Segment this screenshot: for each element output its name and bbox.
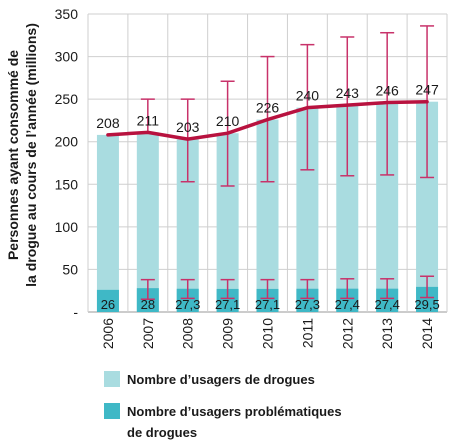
bar-problematic	[96, 289, 119, 312]
x-tick-label: 2009	[220, 318, 236, 349]
data-label-total: 246	[375, 83, 399, 99]
bar-total	[376, 102, 399, 312]
data-label-total: 247	[415, 82, 439, 98]
labels-prob: 26 28 27,3 27,1 27,1 27,3 27,4 27,4 29,5	[101, 297, 440, 312]
y-tick-label: 350	[55, 6, 79, 22]
y-ticks: - 50 100 150 200 250 300 350	[55, 6, 79, 320]
legend: Nombre d’usagers de drogues Nombre d’usag…	[104, 371, 342, 440]
bars-prob	[96, 286, 439, 312]
data-label-problematic: 27,1	[255, 297, 280, 312]
bar-problematic	[136, 288, 159, 312]
y-tick-label: 300	[55, 49, 79, 65]
bar-total	[336, 105, 359, 312]
legend-swatch	[104, 371, 120, 387]
bar-total	[256, 119, 279, 312]
y-axis-label-line: Personnes ayant consommé de	[5, 50, 21, 260]
data-label-total: 226	[256, 100, 280, 116]
data-label-problematic: 27,4	[335, 297, 360, 312]
errors-prob	[140, 275, 435, 300]
x-tick-label: 2007	[140, 318, 156, 349]
data-label-total: 210	[216, 113, 240, 129]
y-axis-label-line: la drogue au cours de l’année (millions)	[23, 23, 39, 287]
x-tick-label: 2013	[379, 318, 395, 349]
x-tick-label: 2010	[260, 318, 276, 349]
x-tick-label: 2014	[419, 318, 435, 349]
bar-total	[96, 134, 119, 312]
y-tick-label: 100	[55, 219, 79, 235]
bar-problematic	[336, 288, 359, 312]
legend-swatch	[104, 403, 120, 419]
bar-total	[216, 133, 239, 312]
bar-problematic	[256, 288, 279, 312]
labels-total: 208 211 203 210 226 240 243 246 247	[96, 82, 439, 135]
data-label-total: 211	[137, 112, 160, 128]
bar-total	[416, 101, 439, 312]
trend-line-path	[106, 99, 429, 141]
bar-problematic	[376, 288, 399, 312]
data-label-problematic: 28	[141, 297, 155, 312]
data-label-total: 240	[296, 88, 320, 104]
data-label-problematic: 27,3	[295, 297, 320, 312]
bar-total	[296, 107, 319, 313]
bar-problematic	[216, 288, 239, 312]
trend-line	[106, 99, 429, 141]
x-tick-label: 2011	[299, 318, 315, 348]
bar-total	[136, 132, 159, 312]
legend-label: Nombre d’usagers problématiques	[127, 404, 342, 419]
data-label-problematic: 26	[101, 297, 115, 312]
legend-label: de drogues	[127, 425, 197, 440]
y-tick-label: 150	[55, 176, 79, 192]
bar-problematic	[176, 288, 199, 312]
data-label-problematic: 27,3	[175, 297, 200, 312]
x-tick-label: 2012	[339, 318, 355, 349]
x-tick-label: 2006	[100, 318, 116, 349]
data-label-total: 208	[96, 115, 120, 131]
bar-problematic	[416, 286, 439, 312]
y-tick-label: 200	[55, 134, 79, 150]
y-axis-label: Personnes ayant consommé de la drogue au …	[5, 23, 39, 287]
x-ticks: 2006 2007 2008 2009 2010 2011 2012 2013 2014	[100, 318, 435, 349]
y-tick-label: 250	[55, 91, 79, 107]
data-label-problematic: 27,4	[375, 297, 400, 312]
x-tick-label: 2008	[180, 318, 196, 349]
y-tick-label: 50	[62, 261, 78, 277]
data-label-problematic: 29,5	[414, 297, 439, 312]
legend-label: Nombre d’usagers de drogues	[127, 372, 315, 387]
y-tick-label: -	[73, 304, 78, 320]
data-label-total: 243	[336, 85, 360, 101]
bar-problematic	[296, 288, 319, 312]
data-label-problematic: 27,1	[215, 297, 240, 312]
data-label-total: 203	[176, 119, 200, 135]
